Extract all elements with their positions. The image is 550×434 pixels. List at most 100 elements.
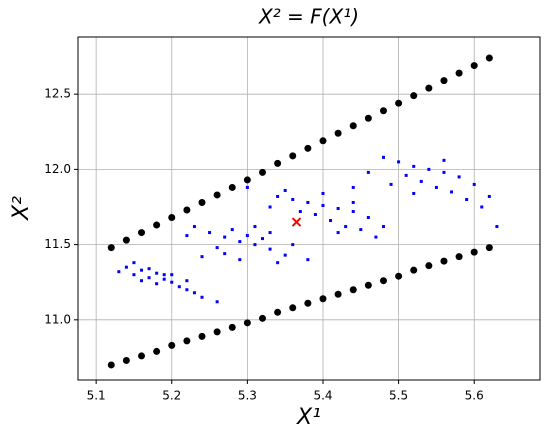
y-tick-label: 11.5	[44, 237, 71, 251]
point	[304, 144, 312, 152]
point	[442, 170, 446, 174]
point	[268, 205, 272, 209]
point	[107, 244, 115, 252]
point	[304, 299, 312, 307]
point	[258, 168, 266, 176]
point	[379, 277, 387, 285]
point	[366, 216, 370, 220]
point	[283, 188, 287, 192]
point	[470, 248, 478, 256]
point	[434, 185, 438, 189]
point	[289, 304, 297, 312]
point	[122, 236, 130, 244]
point	[162, 273, 166, 277]
point	[153, 347, 161, 355]
point	[117, 270, 121, 274]
point	[291, 217, 302, 227]
point	[200, 255, 204, 259]
point	[245, 185, 249, 189]
point	[132, 273, 136, 277]
point	[334, 129, 342, 137]
point	[410, 92, 418, 100]
point	[223, 252, 227, 256]
point	[253, 243, 257, 247]
point	[364, 114, 372, 122]
point	[389, 182, 393, 186]
point	[419, 179, 423, 183]
point	[208, 231, 212, 235]
point	[274, 308, 282, 316]
point	[177, 285, 181, 289]
point	[147, 276, 151, 280]
y-axis-label: X²	[9, 196, 34, 221]
point	[319, 137, 327, 145]
point	[319, 295, 327, 303]
point	[495, 225, 499, 229]
point	[472, 182, 476, 186]
point	[425, 262, 433, 270]
point	[440, 257, 448, 265]
point	[268, 231, 272, 235]
x-tick-label: 5.5	[389, 389, 408, 403]
point	[198, 332, 206, 340]
point	[268, 247, 272, 251]
point	[200, 295, 204, 299]
point	[349, 122, 357, 130]
point	[440, 77, 448, 85]
point	[485, 54, 493, 62]
point	[455, 253, 463, 261]
chart-title: X² = F(X¹)	[258, 5, 359, 29]
point	[425, 84, 433, 92]
point	[457, 175, 461, 179]
point	[223, 235, 227, 239]
point	[215, 246, 219, 250]
point	[168, 341, 176, 349]
point	[198, 198, 206, 206]
point	[289, 152, 297, 160]
x-axis-label: X¹	[296, 405, 321, 430]
point	[185, 234, 189, 238]
point	[465, 197, 469, 201]
point	[412, 191, 416, 195]
point	[215, 300, 219, 304]
plot-frame	[77, 36, 541, 381]
point	[274, 159, 282, 167]
y-tick-label: 12.0	[44, 162, 71, 176]
point	[122, 356, 130, 364]
point	[155, 282, 159, 286]
point	[213, 328, 221, 336]
point	[366, 170, 370, 174]
point	[344, 225, 348, 229]
point	[192, 291, 196, 295]
point	[132, 261, 136, 265]
point	[329, 219, 333, 223]
x-tick-label: 5.1	[87, 389, 106, 403]
point	[381, 225, 385, 229]
point	[404, 173, 408, 177]
point	[147, 267, 151, 271]
point	[185, 288, 189, 292]
point	[185, 279, 189, 283]
point	[168, 214, 176, 222]
point	[470, 62, 478, 70]
point	[213, 191, 221, 199]
point	[183, 337, 191, 345]
point	[410, 266, 418, 274]
x-tick-label: 5.6	[465, 389, 484, 403]
point	[306, 200, 310, 204]
point	[336, 231, 340, 235]
point	[379, 107, 387, 115]
point	[374, 235, 378, 239]
point	[107, 361, 115, 369]
point	[243, 176, 251, 184]
point	[153, 221, 161, 229]
point	[351, 210, 355, 214]
point	[228, 183, 236, 191]
point	[140, 279, 144, 283]
point	[140, 268, 144, 272]
point	[397, 160, 401, 164]
point	[243, 319, 251, 327]
point	[313, 213, 317, 217]
point	[291, 197, 295, 201]
